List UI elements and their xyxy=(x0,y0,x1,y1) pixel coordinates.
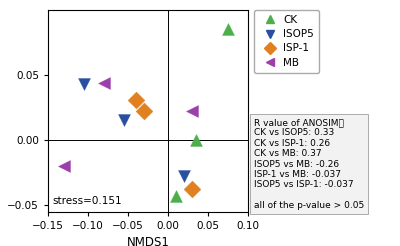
ISOP5 xyxy=(121,119,127,123)
Text: R value of ANOSIM：
CK vs ISOP5: 0.33
CK vs ISP-1: 0.26
CK vs MB: 0.37
ISOP5 vs M: R value of ANOSIM： CK vs ISOP5: 0.33 CK … xyxy=(254,118,364,210)
CK xyxy=(225,27,231,31)
ISOP5 xyxy=(81,82,87,86)
X-axis label: NMDS1: NMDS1 xyxy=(126,236,170,246)
ISP-1 xyxy=(141,109,147,113)
CK xyxy=(173,194,179,198)
Text: stress=0.151: stress=0.151 xyxy=(52,196,122,206)
MB xyxy=(61,164,67,168)
CK xyxy=(193,138,199,142)
MB xyxy=(189,109,195,113)
ISP-1 xyxy=(189,187,195,191)
ISOP5 xyxy=(181,174,187,178)
ISP-1 xyxy=(133,98,139,102)
Legend: CK, ISOP5, ISP-1, MB: CK, ISOP5, ISP-1, MB xyxy=(254,10,319,73)
MB xyxy=(101,81,107,85)
Y-axis label: NMDS2: NMDS2 xyxy=(0,89,2,132)
